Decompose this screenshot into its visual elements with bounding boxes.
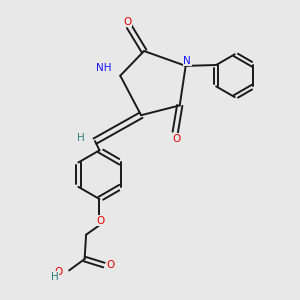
Text: O: O	[172, 134, 181, 144]
Text: O: O	[96, 216, 104, 226]
Text: O: O	[54, 267, 63, 277]
Text: H: H	[77, 133, 85, 143]
Text: O: O	[124, 16, 132, 27]
Text: NH: NH	[96, 63, 111, 73]
Text: O: O	[106, 260, 115, 270]
Text: H: H	[51, 272, 59, 282]
Text: N: N	[183, 56, 191, 65]
